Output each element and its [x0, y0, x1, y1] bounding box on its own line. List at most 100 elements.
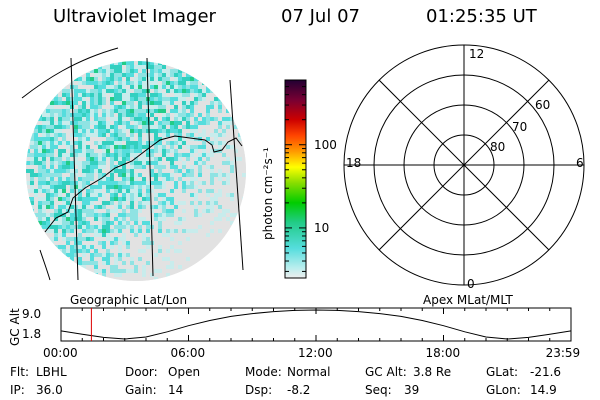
image-pixel [134, 277, 138, 281]
image-pixel [238, 197, 242, 201]
image-pixel [54, 177, 58, 181]
image-pixel [98, 77, 102, 81]
image-pixel [182, 125, 186, 129]
image-pixel [26, 181, 30, 185]
image-pixel [210, 93, 214, 97]
image-pixel [214, 161, 218, 165]
image-pixel [50, 145, 54, 149]
image-pixel [38, 193, 42, 197]
image-pixel [138, 129, 142, 133]
image-pixel [166, 261, 170, 265]
image-pixel [214, 237, 218, 241]
image-pixel [102, 77, 106, 81]
image-pixel [170, 117, 174, 121]
image-pixel [70, 157, 74, 161]
image-pixel [186, 261, 190, 265]
image-pixel [150, 129, 154, 133]
mode-label: Mode: [245, 365, 282, 379]
image-pixel [94, 145, 98, 149]
image-pixel [114, 157, 118, 161]
image-pixel [166, 193, 170, 197]
image-pixel [138, 277, 142, 281]
image-pixel [206, 97, 210, 101]
image-pixel [98, 173, 102, 177]
image-pixel [174, 229, 178, 233]
image-pixel [186, 177, 190, 181]
image-pixel [74, 253, 78, 257]
image-pixel [58, 245, 62, 249]
image-pixel [102, 257, 106, 261]
image-pixel [70, 185, 74, 189]
image-pixel [130, 201, 134, 205]
image-pixel [118, 105, 122, 109]
image-pixel [42, 161, 46, 165]
image-pixel [122, 273, 126, 277]
image-pixel [178, 225, 182, 229]
image-pixel [62, 93, 66, 97]
image-pixel [162, 221, 166, 225]
image-pixel [82, 169, 86, 173]
image-pixel [66, 253, 70, 257]
image-pixel [122, 77, 126, 81]
image-pixel [26, 153, 30, 157]
image-pixel [94, 261, 98, 265]
image-pixel [90, 109, 94, 113]
image-pixel [190, 193, 194, 197]
image-pixel [234, 185, 238, 189]
image-pixel [86, 113, 90, 117]
image-pixel [186, 169, 190, 173]
image-pixel [146, 201, 150, 205]
image-pixel [70, 193, 74, 197]
image-pixel [174, 185, 178, 189]
image-pixel [102, 229, 106, 233]
image-pixel [98, 205, 102, 209]
image-pixel [82, 193, 86, 197]
gain-value: 14 [168, 383, 184, 397]
image-pixel [194, 189, 198, 193]
image-pixel [106, 229, 110, 233]
image-pixel [130, 105, 134, 109]
image-pixel [162, 273, 166, 277]
image-pixel [170, 257, 174, 261]
image-pixel [34, 193, 38, 197]
image-pixel [114, 145, 118, 149]
image-pixel [210, 165, 214, 169]
image-pixel [210, 185, 214, 189]
image-pixel [86, 73, 90, 77]
image-pixel [174, 181, 178, 185]
image-pixel [210, 181, 214, 185]
image-pixel [150, 89, 154, 93]
image-pixel [42, 205, 46, 209]
image-pixel [46, 133, 50, 137]
image-pixel [70, 121, 74, 125]
image-pixel [58, 125, 62, 129]
image-pixel [190, 173, 194, 177]
image-pixel [186, 197, 190, 201]
image-pixel [38, 217, 42, 221]
image-pixel [150, 69, 154, 73]
image-pixel [34, 153, 38, 157]
image-pixel [82, 161, 86, 165]
image-pixel [210, 121, 214, 125]
image-pixel [182, 245, 186, 249]
image-pixel [82, 241, 86, 245]
image-pixel [134, 217, 138, 221]
image-pixel [126, 261, 130, 265]
image-pixel [162, 241, 166, 245]
image-pixel [102, 209, 106, 213]
image-pixel [62, 129, 66, 133]
image-pixel [54, 169, 58, 173]
image-pixel [210, 221, 214, 225]
image-pixel [86, 89, 90, 93]
image-pixel [50, 133, 54, 137]
image-pixel [190, 241, 194, 245]
image-pixel [118, 177, 122, 181]
image-pixel [30, 153, 34, 157]
image-pixel [122, 229, 126, 233]
image-pixel [186, 89, 190, 93]
image-pixel [78, 221, 82, 225]
image-pixel [166, 97, 170, 101]
image-pixel [110, 141, 114, 145]
image-pixel [150, 149, 154, 153]
